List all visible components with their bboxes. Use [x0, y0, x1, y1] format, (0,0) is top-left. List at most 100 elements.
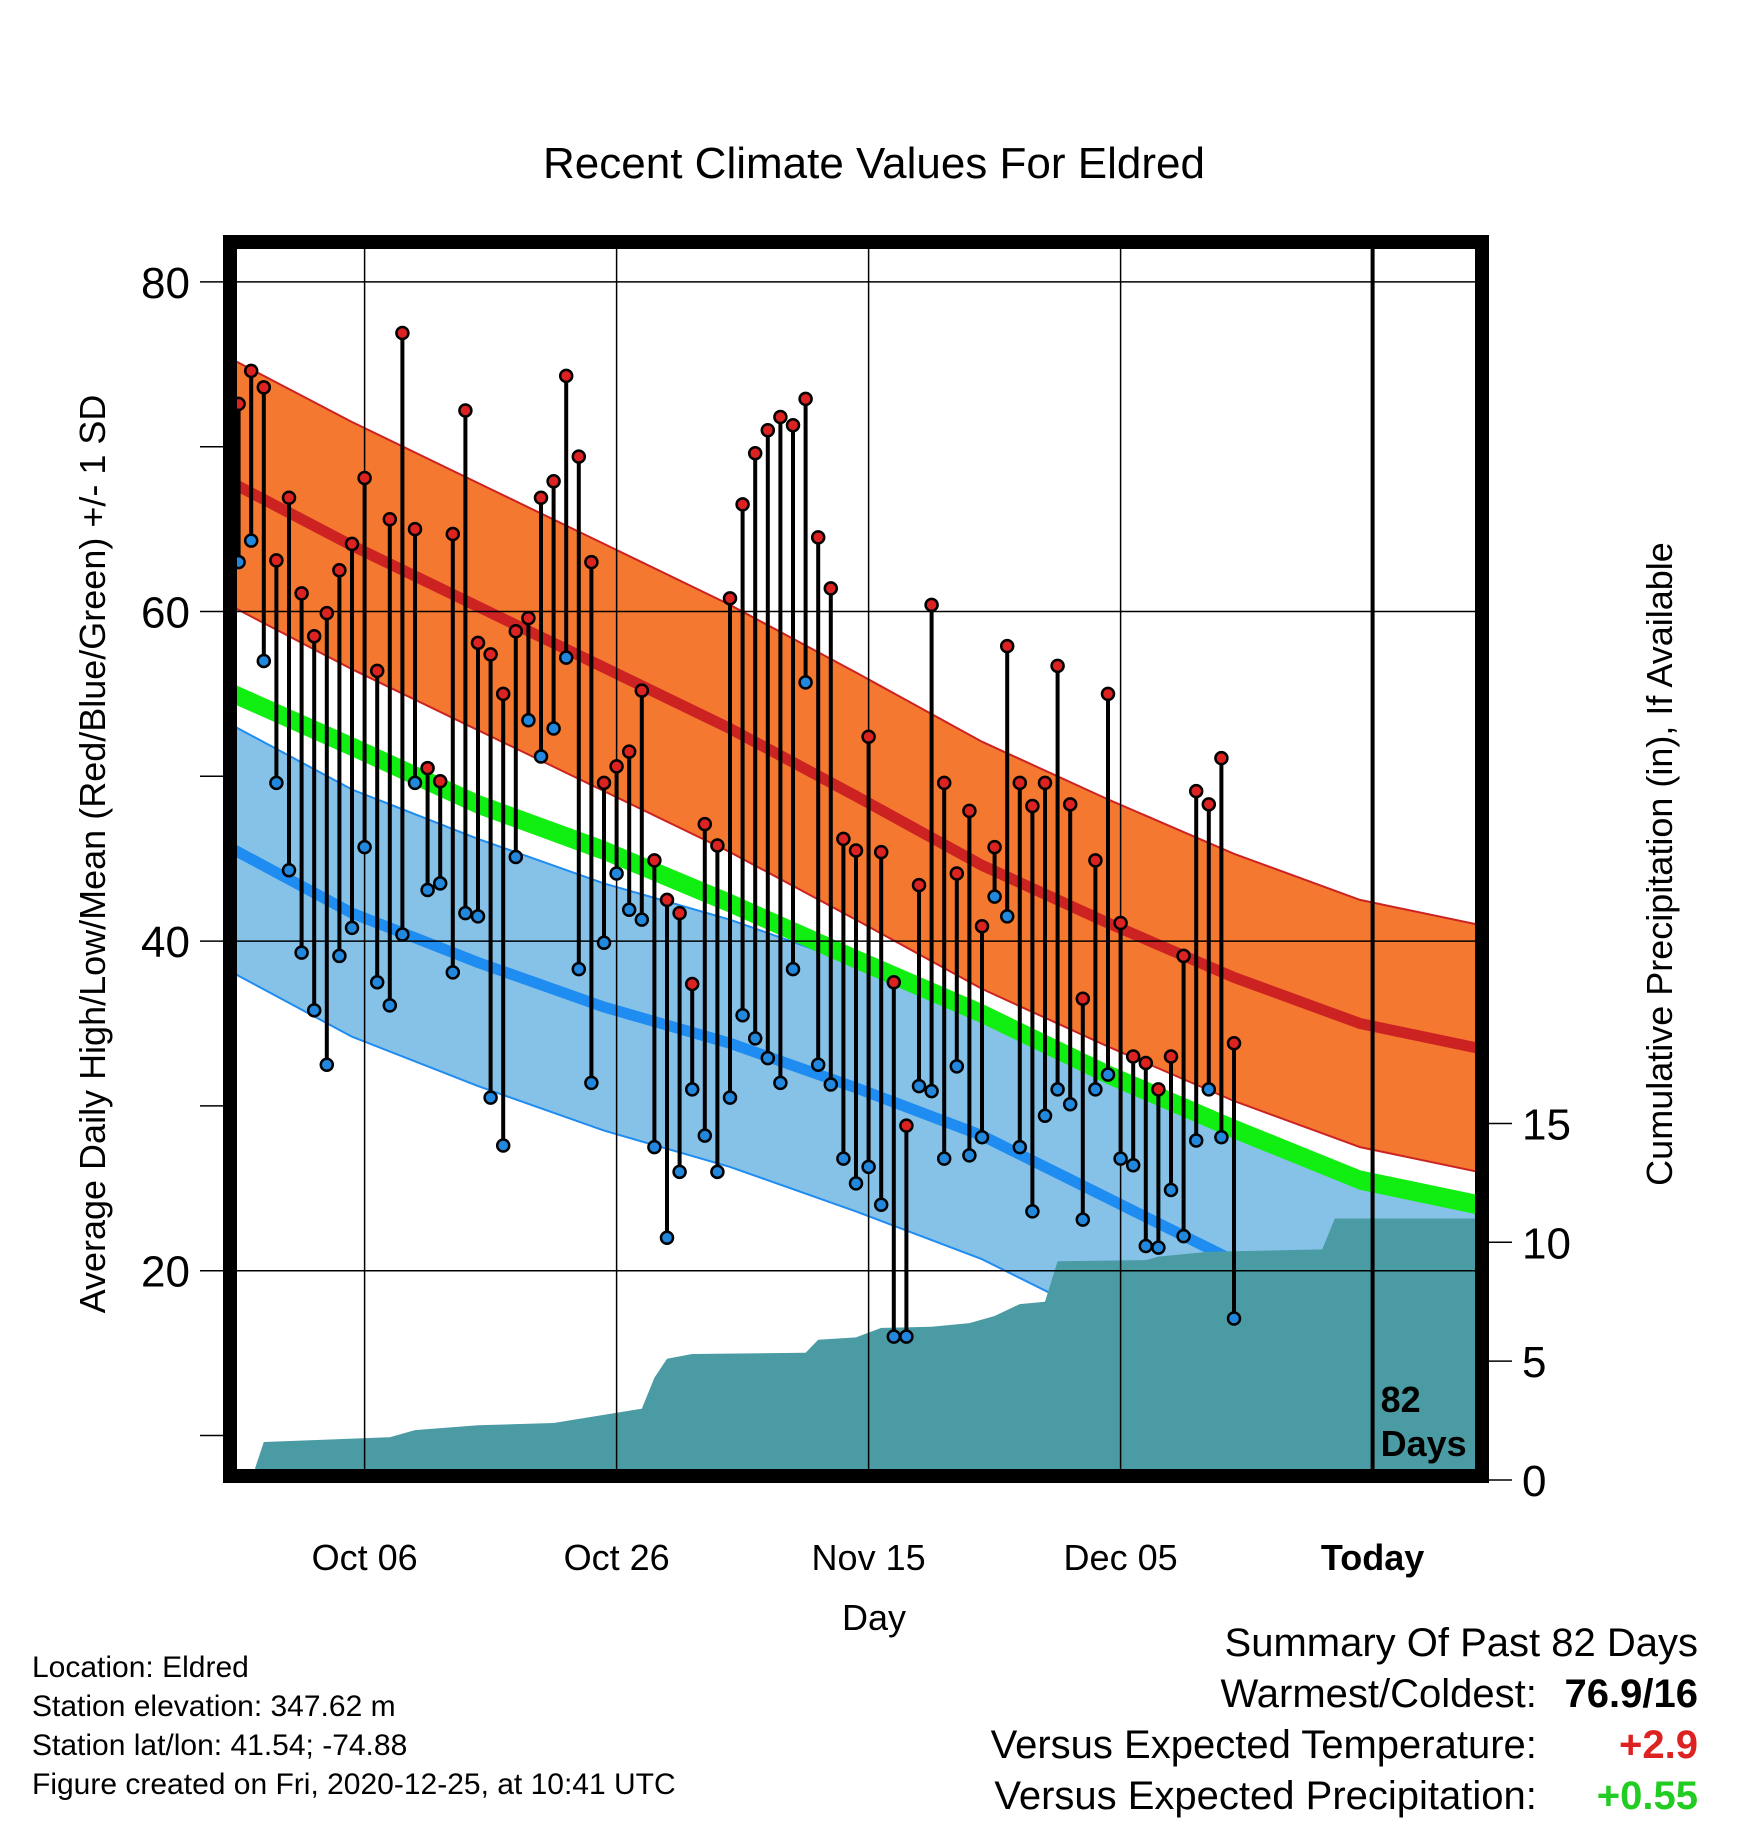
daily-high-marker	[1062, 797, 1078, 812]
daily-high-marker	[558, 368, 574, 384]
station-info: Location: Eldred Station elevation: 347.…	[32, 1648, 676, 1804]
daily-low-marker	[722, 1090, 738, 1105]
daily-high-marker	[596, 775, 612, 791]
x-tick-label: Oct 26	[564, 1537, 670, 1578]
daily-low-marker	[999, 909, 1015, 924]
daily-low-marker	[357, 839, 372, 855]
summary-precip: Versus Expected Precipitation: +0.55	[991, 1771, 1698, 1822]
plot-layers: 82 Days	[226, 244, 1486, 1480]
x-tick-label: Oct 06	[312, 1537, 418, 1578]
daily-low-marker	[873, 1197, 889, 1213]
daily-high-marker	[1138, 1055, 1154, 1071]
daily-low-marker	[760, 1050, 776, 1066]
daily-high-marker	[470, 635, 486, 651]
daily-high-marker	[243, 363, 259, 379]
daily-low-marker	[710, 1164, 725, 1180]
daily-high-marker	[357, 470, 372, 486]
daily-low-marker	[495, 1138, 511, 1153]
daily-high-marker	[281, 490, 297, 506]
daily-high-marker	[785, 418, 801, 433]
station-latlon: Station lat/lon: 41.54; -74.88	[32, 1729, 408, 1762]
daily-low-marker	[672, 1164, 687, 1180]
daily-high-marker	[1075, 991, 1091, 1007]
daily-high-marker	[710, 838, 725, 853]
daily-low-marker	[1138, 1238, 1154, 1254]
x-tick-label: Today	[1321, 1537, 1424, 1578]
daily-low-marker	[785, 961, 801, 977]
daily-low-marker	[899, 1329, 914, 1344]
daily-low-marker	[659, 1230, 675, 1245]
daily-low-marker	[1226, 1311, 1242, 1326]
daily-high-marker	[1214, 750, 1229, 766]
y-axis-left-label: Average Daily High/Low/Mean (Red/Blue/Gr…	[72, 395, 113, 1314]
x-axis-label: Day	[842, 1597, 906, 1638]
daily-low-marker	[395, 927, 410, 942]
x-tick-label: Nov 15	[812, 1537, 926, 1578]
today-days-label-line: Days	[1381, 1423, 1467, 1464]
daily-high-marker	[609, 759, 624, 774]
daily-high-marker	[999, 638, 1015, 654]
daily-high-marker	[445, 526, 461, 542]
daily-high-marker	[1088, 853, 1103, 868]
daily-high-marker	[294, 586, 309, 601]
daily-high-marker	[483, 647, 498, 662]
daily-low-marker	[533, 749, 549, 764]
daily-high-marker	[1201, 797, 1217, 812]
station-elevation: Station elevation: 347.62 m	[32, 1690, 396, 1723]
daily-high-marker	[306, 628, 322, 644]
daily-high-marker	[495, 686, 511, 702]
y-left-tick-label: 20	[141, 1248, 190, 1297]
daily-low-marker	[634, 912, 650, 927]
daily-low-marker	[458, 905, 473, 921]
y-right-tick-label: 0	[1522, 1457, 1546, 1506]
axes: 20 40 60 80 0 5 10 15 Oct 06 Oct 26 Nov 15 Dec 05 To…	[141, 235, 1571, 1578]
daily-low-marker	[861, 1159, 876, 1175]
daily-low-marker	[684, 1082, 700, 1097]
daily-low-marker	[432, 876, 448, 891]
daily-high-marker	[659, 892, 675, 908]
daily-high-marker	[1100, 686, 1116, 702]
daily-high-marker	[873, 844, 889, 860]
daily-low-marker	[470, 909, 486, 924]
daily-high-marker	[962, 803, 977, 819]
daily-low-marker	[962, 1148, 977, 1163]
daily-low-marker	[936, 1151, 952, 1166]
daily-high-marker	[848, 843, 864, 858]
daily-high-marker	[735, 497, 750, 512]
daily-high-marker	[773, 409, 788, 425]
daily-low-marker	[1075, 1212, 1091, 1227]
precip-value: +0.55	[1596, 1774, 1698, 1818]
daily-high-marker	[722, 591, 738, 606]
daily-high-marker	[269, 553, 284, 568]
daily-low-marker	[1025, 1204, 1040, 1219]
daily-high-marker	[949, 866, 965, 881]
plot-frame	[223, 235, 1489, 1483]
daily-high-marker	[810, 530, 826, 545]
daily-high-marker	[911, 877, 927, 893]
daily-low-marker	[269, 775, 284, 791]
daily-high-marker	[382, 511, 398, 527]
daily-low-marker	[1037, 1108, 1053, 1124]
daily-high-marker	[571, 449, 587, 464]
daily-high-marker	[924, 597, 939, 613]
daily-high-marker	[533, 490, 549, 506]
daily-low-marker	[848, 1176, 864, 1191]
figure-created: Figure created on Fri, 2020-12-25, at 10…	[32, 1768, 676, 1801]
daily-high-marker	[634, 683, 650, 698]
daily-low-marker	[924, 1083, 939, 1099]
daily-high-marker	[936, 775, 952, 791]
daily-high-marker	[823, 581, 839, 596]
daily-high-marker	[420, 760, 435, 776]
y-right-tick-label: 15	[1522, 1100, 1571, 1149]
daily-high-marker	[1125, 1049, 1141, 1064]
daily-low-marker	[911, 1078, 927, 1094]
daily-low-marker	[949, 1059, 965, 1074]
y-left-tick-label: 40	[141, 918, 190, 967]
daily-high-marker	[697, 816, 713, 832]
daily-low-marker	[836, 1151, 851, 1166]
daily-low-marker	[773, 1075, 788, 1091]
today-days-label: 82 Days	[1381, 1379, 1467, 1464]
temp-value: +2.9	[1619, 1723, 1698, 1767]
daily-low-marker	[886, 1329, 902, 1344]
daily-low-marker	[1012, 1139, 1028, 1155]
